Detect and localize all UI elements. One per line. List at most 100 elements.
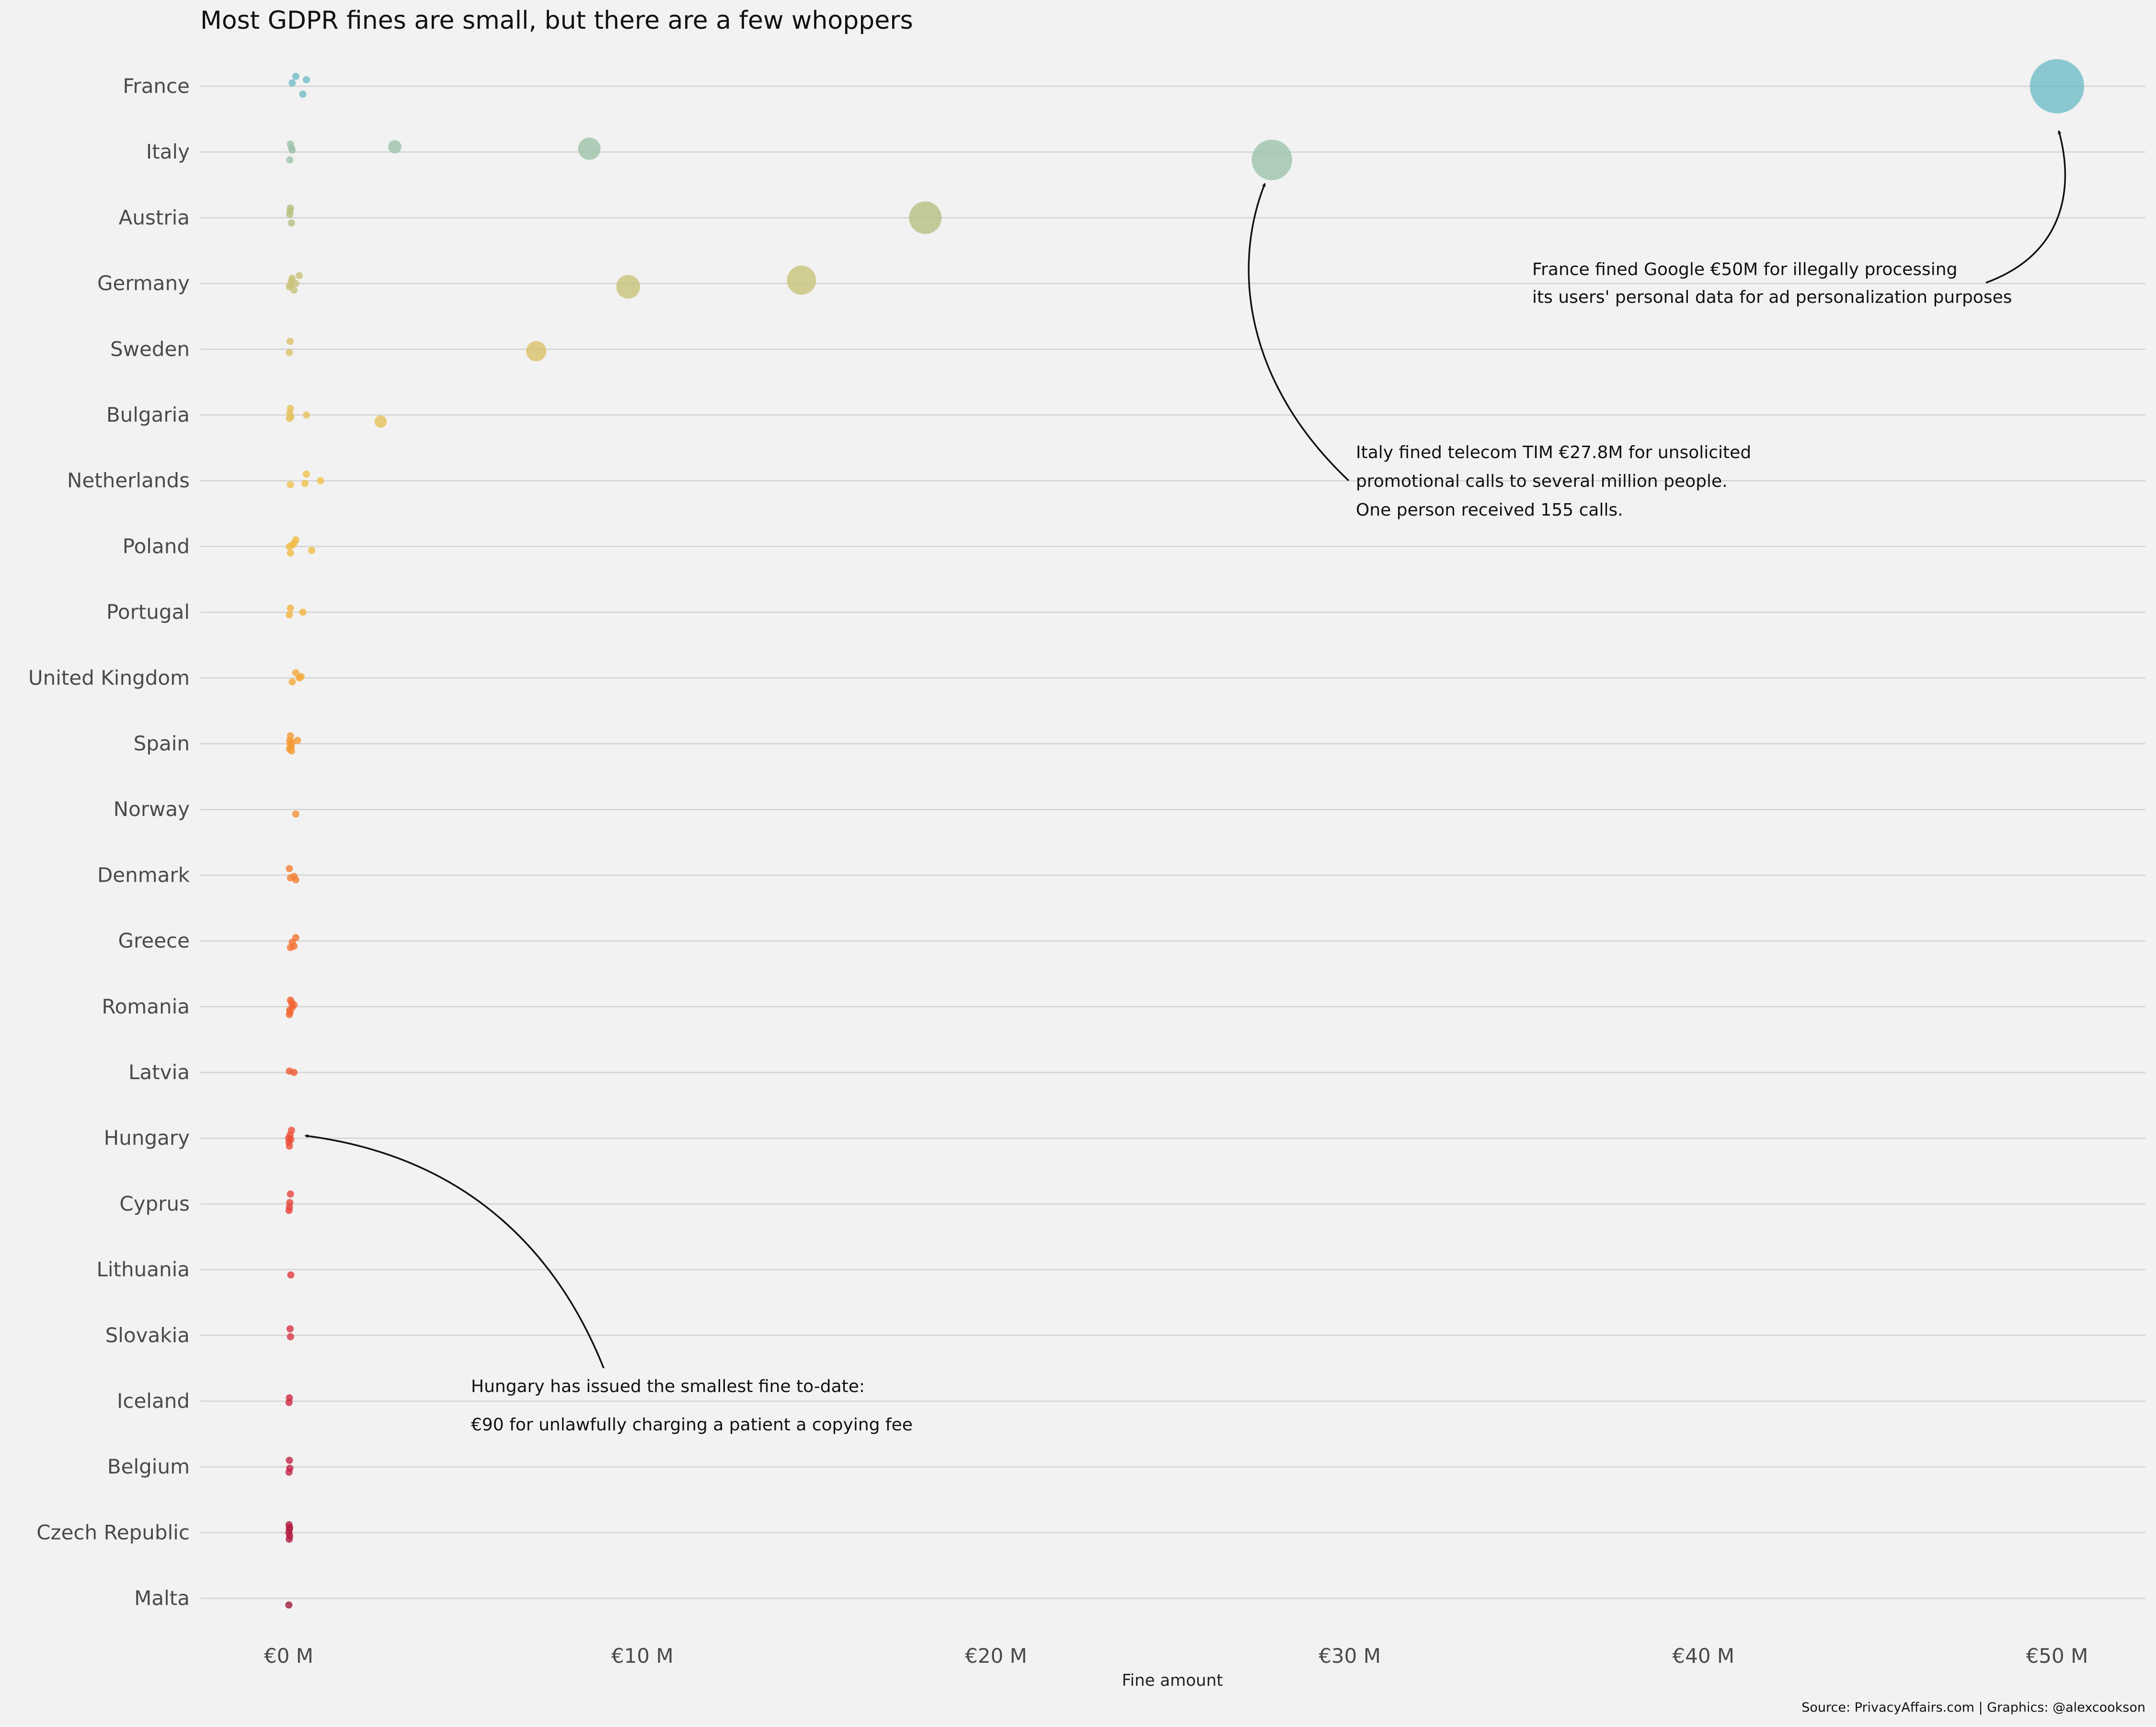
country-label-slovakia: Slovakia <box>105 1324 190 1347</box>
fine-point-france <box>299 90 307 98</box>
country-label-belgium: Belgium <box>107 1455 190 1478</box>
italy-annotation: Italy fined telecom TIM €27.8M for unsol… <box>1356 443 1757 520</box>
fine-point-poland <box>287 549 294 557</box>
italy-annotation-line: Italy fined telecom TIM €27.8M for unsol… <box>1356 443 1751 462</box>
fine-point-iceland <box>285 1399 293 1406</box>
x-tick-label: €50 M <box>2026 1644 2088 1668</box>
fine-point-germany <box>787 265 816 295</box>
x-tick-label: €40 M <box>1672 1644 1734 1668</box>
fine-point-greece <box>287 944 294 951</box>
country-label-italy: Italy <box>146 140 190 163</box>
fine-point-austria <box>287 219 295 227</box>
hungary-annotation-line: €90 for unlawfully charging a patient a … <box>471 1415 913 1435</box>
fine-point-slovakia <box>286 1325 294 1333</box>
country-label-poland: Poland <box>123 534 190 558</box>
fine-point-romania <box>287 996 294 1004</box>
fine-point-czech-republic <box>286 1535 293 1543</box>
france-annotation: France fined Google €50M for illegally p… <box>1532 260 2012 307</box>
france-annotation-arrow <box>1985 131 2066 284</box>
gridlines <box>200 85 2145 1599</box>
fine-point-italy <box>388 140 401 154</box>
country-label-bulgaria: Bulgaria <box>106 403 190 426</box>
hungary-annotation: Hungary has issued the smallest fine to-… <box>471 1377 913 1435</box>
fine-point-portugal <box>286 611 293 619</box>
country-label-spain: Spain <box>134 732 190 755</box>
fine-point-france <box>292 72 299 80</box>
x-tick-label: €30 M <box>1319 1644 1381 1668</box>
country-label-sweden: Sweden <box>110 337 190 361</box>
fine-point-spain <box>286 745 293 753</box>
country-label-united-kingdom: United Kingdom <box>28 666 190 690</box>
x-tick-label: €0 M <box>264 1644 313 1668</box>
chart-title: Most GDPR fines are small, but there are… <box>200 6 913 35</box>
country-label-hungary: Hungary <box>104 1126 190 1150</box>
fine-point-austria <box>286 211 294 219</box>
annotations: France fined Google €50M for illegally p… <box>471 260 2012 1435</box>
fine-point-lithuania <box>287 1271 295 1279</box>
fine-point-denmark <box>286 865 293 873</box>
country-label-romania: Romania <box>102 995 190 1018</box>
fine-point-germany <box>286 283 293 290</box>
fine-point-poland <box>286 542 293 550</box>
country-label-malta: Malta <box>134 1587 190 1610</box>
fine-point-germany <box>616 275 640 299</box>
fine-point-united-kingdom <box>288 678 296 686</box>
country-label-lithuania: Lithuania <box>96 1258 190 1281</box>
data-points <box>285 59 2085 1609</box>
hungary-annotation-arrow <box>305 1136 605 1369</box>
fine-point-portugal <box>287 604 294 612</box>
fine-point-czech-republic <box>285 1529 293 1536</box>
fine-point-bulgaria <box>374 415 387 428</box>
source-credit: Source: PrivacyAffairs.com | Graphics: @… <box>1801 1700 2145 1715</box>
fine-point-hungary <box>285 1134 293 1142</box>
country-axis: France Italy Austria Germany Sweden Bulgaria N… <box>28 74 190 1610</box>
fine-point-austria <box>909 201 942 234</box>
country-label-cyprus: Cyprus <box>119 1192 190 1215</box>
france-annotation-line: its users' personal data for ad personal… <box>1532 288 2012 307</box>
fine-point-sweden <box>286 337 294 345</box>
fine-point-belgium <box>285 1468 293 1476</box>
fine-point-bulgaria <box>286 409 294 417</box>
fine-point-sweden <box>526 341 547 362</box>
fine-point-italy <box>286 156 294 164</box>
fine-point-france <box>288 79 296 87</box>
fine-point-netherlands <box>302 470 310 478</box>
fine-point-france <box>302 76 310 83</box>
fine-point-latvia <box>286 1067 293 1075</box>
country-label-czech-republic: Czech Republic <box>36 1520 190 1544</box>
fine-point-germany <box>296 272 303 279</box>
hungary-annotation-line: Hungary has issued the smallest fine to-… <box>471 1377 865 1396</box>
fine-point-portugal <box>299 609 307 616</box>
fine-point-bulgaria <box>302 411 310 419</box>
fine-point-slovakia <box>287 1333 294 1341</box>
fine-point-sweden <box>286 349 293 357</box>
x-axis-title: Fine amount <box>1122 1671 1223 1690</box>
country-label-germany: Germany <box>97 272 190 295</box>
france-annotation-line: France fined Google €50M for illegally p… <box>1532 260 1957 279</box>
country-label-portugal: Portugal <box>106 600 190 624</box>
italy-annotation-line: One person received 155 calls. <box>1356 500 1623 520</box>
x-tick-label: €10 M <box>611 1644 674 1668</box>
country-label-france: France <box>123 74 190 98</box>
fine-point-netherlands <box>317 477 324 484</box>
country-label-norway: Norway <box>114 797 190 821</box>
country-label-iceland: Iceland <box>117 1389 190 1413</box>
country-label-denmark: Denmark <box>97 863 190 887</box>
fine-point-united-kingdom <box>296 674 303 682</box>
italy-annotation-line: promotional calls to several million peo… <box>1356 472 1728 491</box>
fine-point-united-kingdom <box>292 669 299 677</box>
fine-point-italy <box>287 140 294 148</box>
fine-point-norway <box>292 810 299 818</box>
fine-point-spain <box>286 737 294 744</box>
italy-annotation-arrow <box>1248 184 1350 482</box>
fine-point-denmark <box>287 874 294 882</box>
country-label-greece: Greece <box>118 929 190 953</box>
fine-point-netherlands <box>301 480 309 487</box>
x-axis: €0 M €10 M €20 M €30 M €40 M €50 M <box>264 1644 2088 1668</box>
fine-point-romania <box>286 1011 293 1018</box>
fine-point-italy <box>578 138 601 160</box>
country-label-latvia: Latvia <box>128 1060 190 1084</box>
fine-point-cyprus <box>285 1207 293 1214</box>
